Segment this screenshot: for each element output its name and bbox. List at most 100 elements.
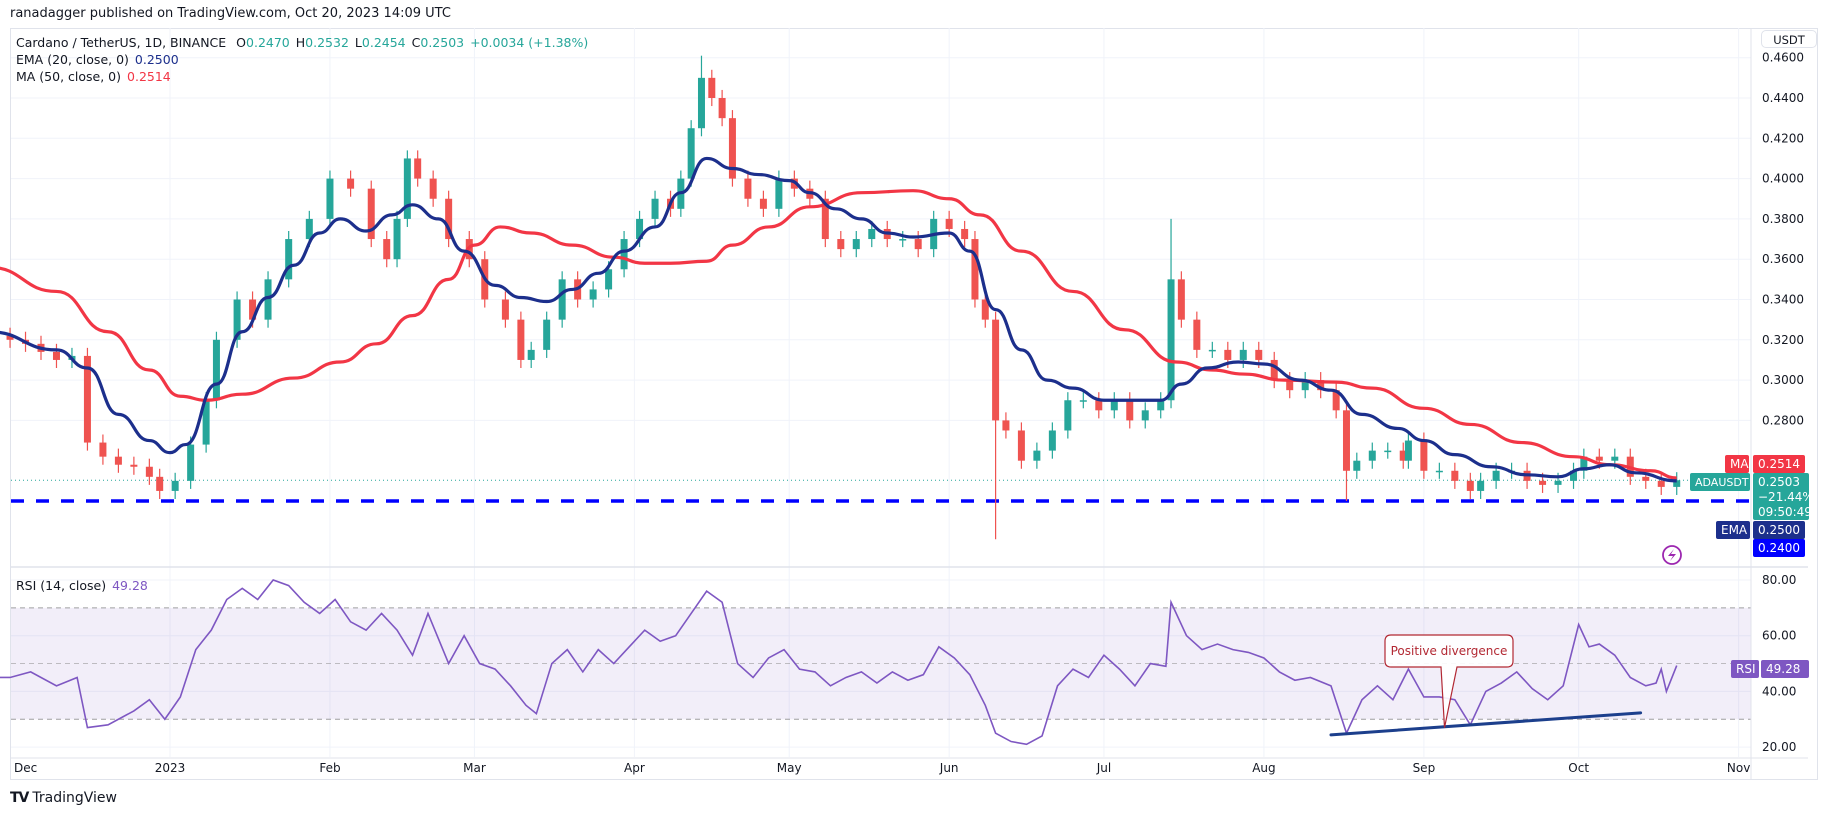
rsi-legend[interactable]: RSI (14, close) 49.28 <box>16 578 154 593</box>
candle[interactable] <box>837 230 845 258</box>
candle[interactable] <box>914 230 922 258</box>
candle[interactable] <box>543 311 551 358</box>
candle[interactable] <box>114 448 122 473</box>
candle[interactable] <box>212 331 220 409</box>
candle[interactable] <box>429 170 437 207</box>
price-tick-label: 0.3800 <box>1762 212 1804 226</box>
candle[interactable] <box>1079 392 1087 409</box>
candle[interactable] <box>326 170 334 227</box>
candle[interactable] <box>687 120 695 187</box>
candle[interactable] <box>620 230 628 278</box>
candle[interactable] <box>501 291 509 328</box>
rsi-trendline[interactable] <box>1329 711 1643 737</box>
candle[interactable] <box>971 230 979 308</box>
candle[interactable] <box>1342 402 1350 501</box>
candle[interactable] <box>1002 412 1010 439</box>
candle[interactable] <box>285 230 293 288</box>
candle[interactable] <box>1435 462 1443 479</box>
ma-legend[interactable]: MA (50, close, 0) 0.2514 <box>16 69 177 84</box>
candle[interactable] <box>367 180 375 248</box>
candle[interactable] <box>1570 462 1578 489</box>
candle[interactable] <box>1095 392 1103 419</box>
candle[interactable] <box>1141 402 1149 429</box>
lightning-icon[interactable] <box>1662 545 1682 565</box>
candle[interactable] <box>744 170 752 207</box>
candle[interactable] <box>1126 392 1134 429</box>
candle[interactable] <box>589 281 597 308</box>
candle[interactable] <box>383 230 391 268</box>
candle[interactable] <box>1033 442 1041 469</box>
candle-body <box>1492 470 1500 481</box>
candle[interactable] <box>403 150 411 227</box>
candle[interactable] <box>1317 372 1325 399</box>
candle[interactable] <box>1167 218 1175 409</box>
candle[interactable] <box>821 190 829 248</box>
candle[interactable] <box>1270 351 1278 389</box>
candle[interactable] <box>651 190 659 227</box>
ema-20-line[interactable] <box>0 156 1677 483</box>
candle[interactable] <box>83 347 91 451</box>
candle[interactable] <box>899 230 907 248</box>
candle[interactable] <box>708 69 716 107</box>
candle[interactable] <box>1301 372 1309 399</box>
candle[interactable] <box>1580 448 1588 479</box>
tradingview-logo[interactable]: TV TradingView <box>10 790 117 806</box>
candle-body <box>1539 480 1547 485</box>
candle[interactable] <box>171 472 179 499</box>
divergence-annotation: Positive divergence <box>1329 634 1643 737</box>
candle[interactable] <box>1193 311 1201 358</box>
rsi-tag-bg <box>1731 660 1759 678</box>
ma-50-line[interactable] <box>0 189 1677 480</box>
candle[interactable] <box>1404 432 1412 469</box>
candle[interactable] <box>1332 382 1340 419</box>
candle[interactable] <box>187 436 195 489</box>
annotation-callout[interactable] <box>1384 634 1514 728</box>
candle[interactable] <box>1673 472 1681 495</box>
candle[interactable] <box>52 343 60 369</box>
candle[interactable] <box>697 55 705 137</box>
candle[interactable] <box>517 311 525 369</box>
candle[interactable] <box>393 210 401 268</box>
candle[interactable] <box>1048 422 1056 459</box>
candle[interactable] <box>264 271 272 328</box>
candle[interactable] <box>992 311 1000 540</box>
candle[interactable] <box>558 271 566 328</box>
candle[interactable] <box>130 456 138 475</box>
candle[interactable] <box>728 110 736 187</box>
ema-legend-label: EMA (20, close, 0) <box>16 52 129 67</box>
candle[interactable] <box>1208 341 1216 358</box>
candle[interactable] <box>1368 442 1376 469</box>
candle[interactable] <box>347 170 355 197</box>
ema-legend[interactable]: EMA (20, close, 0) 0.2500 <box>16 52 185 67</box>
candle[interactable] <box>1477 472 1485 499</box>
candle[interactable] <box>145 458 153 485</box>
candle[interactable] <box>1353 452 1361 479</box>
candle[interactable] <box>233 291 241 348</box>
candle[interactable] <box>1239 341 1247 369</box>
candle[interactable] <box>718 89 726 127</box>
candle-body <box>403 158 411 219</box>
candle[interactable] <box>1017 422 1025 469</box>
candle[interactable] <box>1110 392 1118 419</box>
candle[interactable] <box>1064 392 1072 439</box>
candle[interactable] <box>1399 442 1407 469</box>
candle[interactable] <box>981 291 989 328</box>
candle[interactable] <box>1466 472 1474 499</box>
candle[interactable] <box>414 150 422 187</box>
candle[interactable] <box>99 434 107 465</box>
candle[interactable] <box>1451 462 1459 489</box>
candle[interactable] <box>156 468 164 499</box>
candle[interactable] <box>6 327 14 348</box>
candle[interactable] <box>202 392 210 453</box>
candle[interactable] <box>1157 392 1165 419</box>
candle[interactable] <box>1657 472 1665 495</box>
candle[interactable] <box>759 190 767 217</box>
candle[interactable] <box>527 341 535 369</box>
currency-button[interactable]: USDT <box>1761 30 1817 48</box>
candle[interactable] <box>1384 442 1392 459</box>
candle[interactable] <box>445 190 453 248</box>
candle[interactable] <box>961 220 969 248</box>
candle[interactable] <box>852 230 860 258</box>
candle[interactable] <box>1177 271 1185 328</box>
